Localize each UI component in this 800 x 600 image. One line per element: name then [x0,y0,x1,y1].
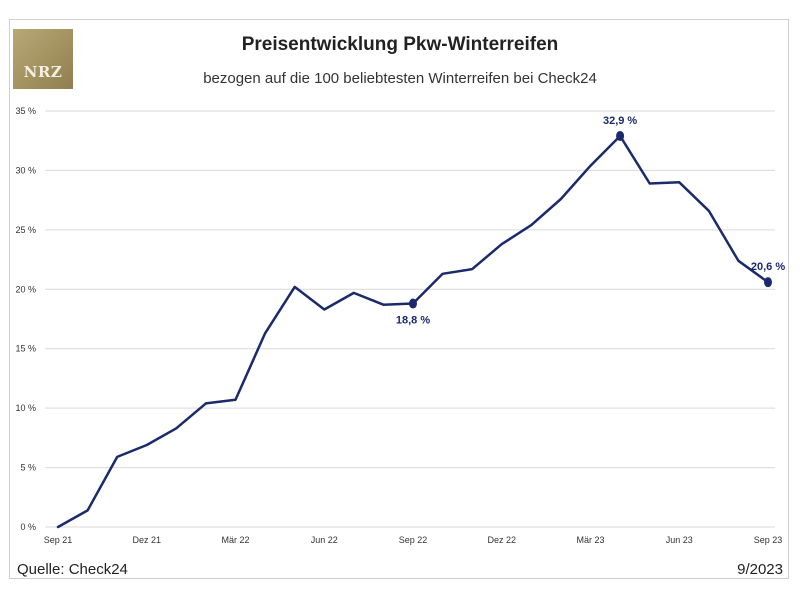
annotation-layer: 18,8 % 32,9 % 20,6 % [396,115,785,327]
date-note: 9/2023 [737,561,783,578]
data-point-marker [409,298,417,309]
y-tick-label: 35 % [15,106,36,116]
x-tick-label: Sep 23 [754,535,783,545]
data-label: 20,6 % [751,261,785,273]
x-axis: Sep 21 Dez 21 Mär 22 Jun 22 Sep 22 Dez 22 Mär … [44,535,783,545]
chart-title: Preisentwicklung Pkw-Winterreifen [241,34,559,55]
y-tick-label: 30 % [15,165,36,175]
x-tick-label: Dez 21 [132,535,161,545]
y-tick-label: 20 % [15,284,36,294]
data-label: 18,8 % [396,315,430,327]
y-tick-label: 0 % [20,522,36,532]
data-point-marker [764,277,772,288]
x-tick-label: Mär 22 [221,535,249,545]
series-layer [56,134,770,529]
series-line [56,134,770,529]
data-point-marker [616,130,625,141]
x-tick-label: Sep 22 [399,535,428,545]
y-tick-label: 10 % [15,403,36,413]
x-tick-label: Dez 22 [487,535,516,545]
nrz-logo: NRZ [13,29,73,89]
logo-text: NRZ [23,63,63,81]
chart-subtitle: bezogen auf die 100 beliebtesten Winterr… [203,70,597,87]
x-tick-label: Mär 23 [576,535,604,545]
chart-frame [9,19,789,579]
y-tick-label: 15 % [15,344,36,354]
y-tick-label: 25 % [15,225,36,235]
y-axis: 0 % 5 % 10 % 15 % 20 % 25 % 30 % 35 % [15,106,36,532]
data-label: 32,9 % [603,115,637,127]
source-note: Quelle: Check24 [17,561,128,578]
grid-layer [45,110,775,528]
y-tick-label: 5 % [20,463,36,473]
x-tick-label: Sep 21 [44,535,73,545]
x-tick-label: Jun 23 [666,535,693,545]
x-tick-label: Jun 22 [311,535,338,545]
